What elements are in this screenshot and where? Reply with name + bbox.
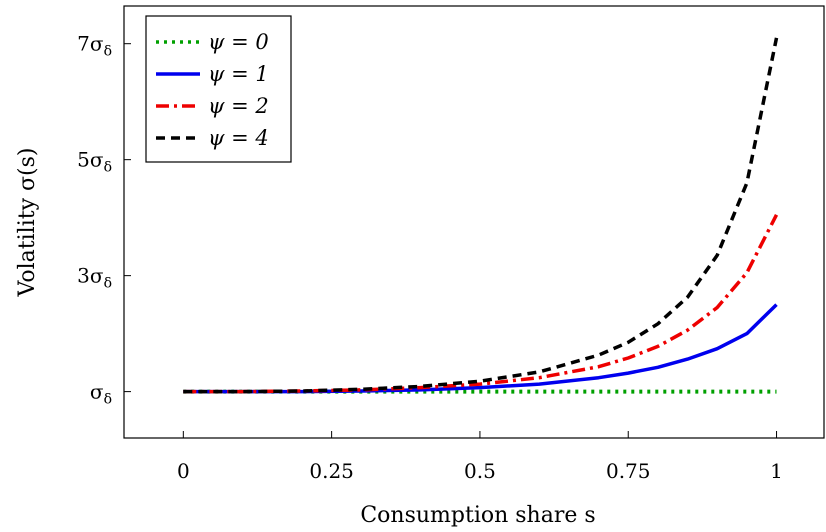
series-line-2 [183,214,779,394]
legend: ψ = 0 ψ = 1 ψ = 2 ψ = 4 [145,15,292,163]
legend-label-3: ψ = 4 [208,126,269,150]
legend-label-2: ψ = 2 [208,94,269,118]
y-axis-ticks: σδ 3σδ 5σδ 7σδ [77,32,131,408]
plot-frame [123,5,825,439]
y-tick-label: 5σδ [77,148,112,176]
y-tick-label: 7σδ [77,32,112,60]
series-line-1 [183,303,778,394]
y-axis-label: Volatility σ(s) [15,148,40,298]
legend-label-0: ψ = 0 [208,30,269,54]
x-tick-label: 0 [177,459,190,483]
y-tick-label: 3σδ [77,264,112,292]
y-tick-label: σδ [90,380,112,408]
x-axis-label: Consumption share s [360,503,595,528]
x-tick-label: 0.25 [309,459,354,483]
series-line-3 [183,37,779,394]
legend-box [145,15,292,163]
x-tick-label: 0.75 [606,459,651,483]
series-lines [183,37,779,394]
legend-label-1: ψ = 1 [208,62,269,86]
x-tick-label: 0.5 [464,459,496,483]
x-tick-label: 1 [770,459,783,483]
x-axis-ticks: 0 0.25 0.5 0.75 1 [177,431,783,483]
